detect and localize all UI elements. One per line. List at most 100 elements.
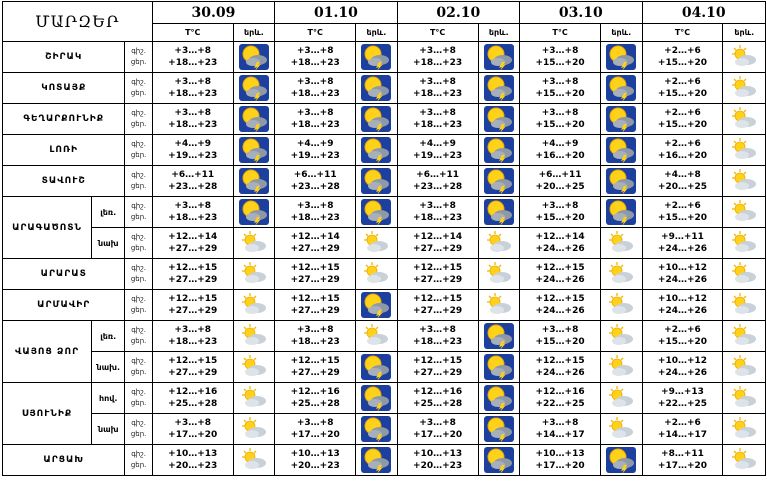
temperature-cell: +3…+8 +15…+20	[519, 72, 602, 104]
temperature-header: T°C	[641, 23, 724, 42]
temperature-cell: +10…+13 +20…+23	[396, 444, 479, 476]
night-temperature: +10…+13	[290, 449, 340, 459]
temperature-cell: +9…+13 +22…+25	[641, 382, 724, 414]
thunderstorm-icon	[477, 165, 521, 197]
date-header: 02.10	[396, 1, 521, 24]
region-row: նախ գիշ. ցեր. +3…+8 +17…+20 +3…+8 +17…+20 +3…+8…	[3, 413, 766, 445]
temperature-cell: +3…+8 +18…+23	[396, 103, 479, 135]
thunderstorm-icon	[355, 413, 398, 445]
region-row: ԱՐՑԱԽ գիշ. ցեր. +10…+13 +20…+23 +10…+13 +20…+2…	[1, 444, 766, 476]
temperature-header: T°C	[396, 23, 479, 42]
temperature-cell: +2…+6 +15…+20	[641, 196, 724, 228]
night-temperature: +12…+14	[535, 232, 585, 242]
temperature-cell: +3…+8 +15…+20	[519, 41, 602, 73]
day-temperature: +14…+17	[657, 430, 708, 440]
day-temperature: +18…+23	[290, 337, 340, 347]
temperature-cell: +6…+11 +23…+28	[396, 165, 479, 197]
night-temperature: +12…+15	[413, 263, 463, 273]
region-name: ԿՈՏԱՅՔ	[1, 72, 126, 104]
night-temperature: +2…+6	[664, 46, 701, 56]
region-row: նախ գիշ. ցեր. +12…+14 +27…+29 +12…+14 +27…+29 +…	[3, 227, 766, 259]
region-row: ԱՐԱԳԱԾՈՏՆ լեռ. գիշ. ցեր. +3…+8 +18…+23 +3…+8 +1…	[1, 196, 766, 259]
night-temperature: +3…+8	[419, 418, 456, 428]
day-label: ցեր.	[130, 337, 147, 345]
day-temperature: +27…+29	[168, 275, 218, 285]
day-temperature: +20…+25	[657, 182, 708, 192]
thunderstorm-icon	[232, 103, 276, 135]
thunderstorm-icon	[477, 72, 521, 104]
day-temperature: +25…+28	[290, 399, 340, 409]
temperature-cell: +3…+8 +18…+23	[396, 72, 479, 104]
day-temperature: +23…+28	[413, 182, 463, 192]
partly-cloudy-icon	[722, 351, 766, 383]
phenomenon-header: երև.	[722, 23, 766, 42]
phenomenon-header: երև.	[232, 23, 276, 42]
thunderstorm-icon	[355, 41, 398, 73]
night-temperature: +12…+15	[413, 356, 463, 366]
day-temperature: +15…+20	[657, 89, 708, 99]
night-temperature: +10…+13	[535, 449, 585, 459]
temperature-cell: +12…+16 +22…+25	[519, 382, 602, 414]
day-temperature: +25…+28	[168, 399, 218, 409]
thunderstorm-icon	[355, 289, 398, 321]
day-temperature: +17…+20	[413, 430, 463, 440]
night-temperature: +3…+8	[419, 108, 456, 118]
thunderstorm-icon	[477, 413, 521, 445]
day-temperature: +15…+20	[535, 337, 585, 347]
phenomenon-header: երև.	[355, 23, 398, 42]
partly-cloudy-icon	[232, 444, 276, 476]
day-temperature: +15…+20	[535, 120, 585, 130]
thunderstorm-icon	[355, 351, 398, 383]
temperature-cell: +4…+9 +19…+23	[274, 134, 357, 166]
night-temperature: +12…+15	[535, 294, 585, 304]
thunderstorm-icon	[477, 320, 521, 352]
table-title: ՄԱՐԶԵՐ	[2, 1, 153, 42]
thunderstorm-icon	[355, 165, 398, 197]
day-temperature: +18…+23	[168, 213, 218, 223]
temperature-cell: +3…+8 +17…+20	[151, 413, 234, 445]
region-row: նախ. գիշ. ցեր. +12…+15 +27…+29 +12…+15 +27…+29…	[3, 351, 766, 383]
temperature-cell: +3…+8 +18…+23	[274, 72, 357, 104]
day-label: ցեր.	[130, 120, 147, 128]
day-label: ցեր.	[130, 368, 147, 376]
temperature-cell: +3…+8 +15…+20	[519, 103, 602, 135]
day-temperature: +18…+23	[168, 337, 218, 347]
region-name: ԳԵՂԱՐՔՈՒՆԻՔ	[1, 103, 126, 135]
partly-cloudy-icon	[232, 413, 276, 445]
day-temperature: +18…+23	[290, 89, 340, 99]
night-label: գիշ.	[131, 109, 146, 117]
day-temperature: +15…+20	[657, 58, 708, 68]
night-temperature: +3…+8	[296, 418, 334, 428]
night-temperature: +6…+11	[293, 170, 337, 180]
partly-cloudy-icon	[600, 413, 643, 445]
night-temperature: +3…+8	[174, 46, 212, 56]
night-label: գիշ.	[131, 171, 146, 179]
night-temperature: +12…+15	[290, 294, 340, 304]
forecast-body: ՇԻՐԱԿ գիշ. ցեր. +3…+8 +18…+23 +3…+8 +18…+23 +3……	[1, 41, 766, 476]
night-temperature: +10…+12	[657, 263, 708, 273]
region-row: ԱՐԱՐԱՏ գիշ. ցեր. +12…+15 +27…+29 +12…+15 +27…+…	[1, 258, 766, 290]
partly-cloudy-icon	[722, 196, 766, 228]
region-name: ԱՐՑԱԽ	[1, 444, 126, 476]
temperature-cell: +6…+11 +23…+28	[151, 165, 234, 197]
thunderstorm-icon	[600, 134, 643, 166]
time-labels: գիշ. ցեր.	[124, 196, 153, 228]
region-row: ՍՅՈՒՆԻՔ հով. գիշ. ցեր. +12…+16 +25…+28 +12…+16…	[1, 382, 766, 445]
temperature-cell: +12…+15 +27…+29	[396, 258, 479, 290]
day-temperature: +27…+29	[290, 368, 340, 378]
day-label: ցեր.	[130, 151, 147, 159]
partly-cloudy-icon	[355, 258, 398, 290]
night-temperature: +3…+8	[419, 201, 456, 211]
day-temperature: +20…+25	[535, 182, 585, 192]
day-temperature: +27…+29	[413, 244, 463, 254]
temperature-cell: +12…+15 +27…+29	[396, 351, 479, 383]
region-row: ԱՐՄԱՎԻՐ գիշ. ցեր. +12…+15 +27…+29 +12…+15 +27……	[1, 289, 766, 321]
night-temperature: +3…+8	[419, 77, 456, 87]
thunderstorm-icon	[477, 444, 521, 476]
temperature-header: T°C	[151, 23, 234, 42]
night-temperature: +3…+8	[419, 325, 456, 335]
day-label: ցեր.	[130, 244, 147, 252]
night-temperature: +12…+15	[413, 294, 463, 304]
night-temperature: +6…+11	[538, 170, 582, 180]
time-labels: գիշ. ցեր.	[124, 227, 153, 259]
